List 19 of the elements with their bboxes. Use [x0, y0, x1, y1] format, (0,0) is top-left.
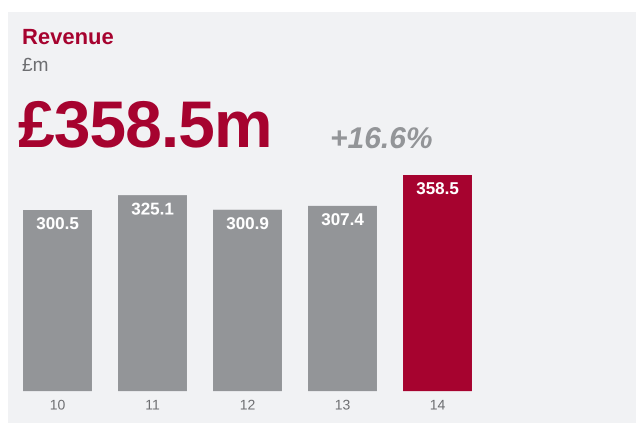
text: £358.5m [18, 86, 272, 162]
bar [118, 195, 187, 392]
bar [308, 206, 377, 392]
data-label: 358.5 [416, 179, 459, 198]
data-label: 300.9 [226, 214, 269, 233]
x-tick-label: 10 [50, 396, 66, 412]
chart-subtitle: £m [22, 55, 48, 77]
chart-title: Revenue [22, 24, 114, 50]
data-label: 307.4 [321, 210, 364, 230]
bar [403, 175, 472, 392]
text: +16.6% [330, 122, 433, 156]
data-label: 325.1 [131, 199, 174, 218]
x-tick-label: 11 [145, 396, 160, 412]
x-tick-label: 12 [240, 396, 256, 412]
bar [23, 210, 92, 392]
data-label: 300.5 [36, 214, 79, 234]
bar [213, 210, 282, 392]
x-tick-label: 13 [334, 396, 350, 412]
x-tick-label: 14 [430, 396, 446, 412]
